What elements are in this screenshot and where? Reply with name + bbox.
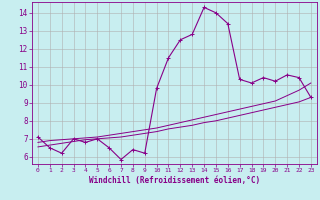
X-axis label: Windchill (Refroidissement éolien,°C): Windchill (Refroidissement éolien,°C) xyxy=(89,176,260,185)
